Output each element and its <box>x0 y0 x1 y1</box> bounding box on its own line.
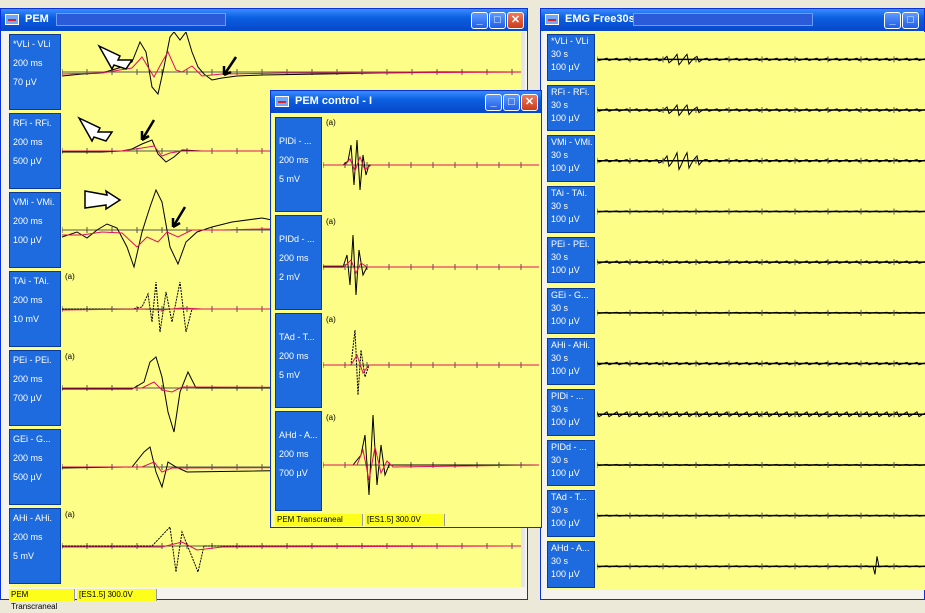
channel-label[interactable]: AHd - A... 200 ms 700 µV <box>275 411 322 511</box>
outline-arrow-icon <box>77 44 134 211</box>
emg-trace <box>597 150 925 172</box>
emg-trace <box>597 103 925 117</box>
control-titlebar[interactable]: PEM control - I _ □ ✕ <box>271 91 541 113</box>
emg-trace <box>597 53 925 66</box>
channel-label[interactable]: AHi - AHi. 30 s 100 µV <box>547 338 595 385</box>
emg-trace <box>597 311 925 314</box>
maximize-button[interactable]: □ <box>902 12 919 29</box>
maximize-button[interactable]: □ <box>489 12 506 29</box>
control-trace-panel: PIDi - ... 200 ms 5 mV PIDd - ... 200 ms 2 m… <box>275 115 539 513</box>
channel-tag: (a) <box>326 217 336 226</box>
channel-label[interactable]: PEi - PEi. 30 s 100 µV <box>547 236 595 284</box>
channel-label[interactable]: TAi - TAi. 200 ms 10 mV <box>9 271 61 347</box>
channel-tag: (a) <box>65 272 75 281</box>
close-icon: ✕ <box>524 96 535 108</box>
channel-label[interactable]: PIDi - ... 200 ms 5 mV <box>275 117 322 212</box>
channel-label[interactable]: VMi - VMi. 30 s 100 µV <box>547 135 595 183</box>
pem-channel-labels: *VLi - VLi 200 ms 70 µV RFi - RFi. 200 ms 50… <box>9 32 62 587</box>
channel-tag: (a) <box>65 352 75 361</box>
channel-label[interactable]: AHi - AHi. 200 ms 5 mV <box>9 508 61 584</box>
pem-control-window: PEM control - I _ □ ✕ PIDi - ... 200 ms 5 … <box>270 90 542 528</box>
channel-label[interactable]: GEi - G... 30 s 100 µV <box>547 287 595 335</box>
emg-trace <box>597 556 925 575</box>
pem-titlebar[interactable]: PEM _ □ ✕ <box>1 9 527 31</box>
channel-tag: (a) <box>326 315 336 324</box>
emg-trace <box>597 463 925 467</box>
app-icon <box>5 14 19 25</box>
emg-trace <box>597 361 925 366</box>
minimize-icon: _ <box>490 96 497 108</box>
status-protocol: PEM Transcraneal <box>9 589 75 611</box>
channel-label[interactable]: PIDi - ... 30 s 100 µV <box>547 388 595 436</box>
close-button[interactable]: ✕ <box>521 94 538 111</box>
channel-label[interactable]: TAd - T... 200 ms 5 mV <box>275 313 322 408</box>
minimize-icon: _ <box>889 14 896 26</box>
app-icon <box>545 14 559 25</box>
channel-label[interactable]: *VLi - VLi 30 s 100 µV <box>547 34 595 81</box>
channel-label[interactable]: *VLi - VLi 200 ms 70 µV <box>9 34 61 110</box>
emg-trace <box>597 260 925 264</box>
channel-label[interactable]: RFi - RFi. 200 ms 500 µV <box>9 113 61 189</box>
maximize-icon: □ <box>508 96 515 108</box>
maximize-icon: □ <box>907 14 914 26</box>
minimize-icon: _ <box>476 14 483 26</box>
maximize-button[interactable]: □ <box>503 94 520 111</box>
channel-label[interactable]: TAi - TAi. 30 s 100 µV <box>547 186 595 233</box>
channel-tag: (a) <box>326 118 336 127</box>
status-stimulus: [ES1.5] 300.0V <box>77 589 157 601</box>
channel-label[interactable]: PIDd - ... 30 s 100 µV <box>547 439 595 487</box>
emg-trace <box>597 210 925 213</box>
channel-tag: (a) <box>326 413 336 422</box>
close-button[interactable]: ✕ <box>507 12 524 29</box>
status-stimulus: [ES1.5] 300.0V <box>365 514 445 526</box>
maximize-icon: □ <box>494 14 501 26</box>
minimize-button[interactable]: _ <box>485 94 502 111</box>
emg-trace <box>597 514 925 517</box>
pem-status-bar: PEM Transcraneal [ES1.5] 300.0V <box>9 589 529 611</box>
app-icon <box>275 96 289 107</box>
channel-label[interactable]: VMi - VMi. 200 ms 100 µV <box>9 192 61 268</box>
emg-traces <box>597 53 925 575</box>
channel-label[interactable]: PEi - PEi. 200 ms 700 µV <box>9 350 61 426</box>
channel-label[interactable]: AHd - A... 30 s 100 µV <box>547 541 595 588</box>
control-status-bar: PEM Transcraneal [ES1.5] 300.0V <box>275 514 539 526</box>
channel-label[interactable]: RFi - RFi. 30 s 100 µV <box>547 84 595 132</box>
control-window-title: PEM control - I <box>295 95 372 107</box>
title-progress-bar <box>56 13 226 26</box>
minimize-button[interactable]: _ <box>884 12 901 29</box>
minimize-button[interactable]: _ <box>471 12 488 29</box>
status-protocol: PEM Transcraneal <box>275 514 363 526</box>
title-progress-bar <box>633 13 813 26</box>
emg-trace-panel: *VLi - VLi 30 s 100 µV RFi - RFi. 30 s 100 µV… <box>547 32 925 590</box>
emg-titlebar[interactable]: EMG Free30s _ □ <box>541 9 924 31</box>
emg-channel-labels: *VLi - VLi 30 s 100 µV RFi - RFi. 30 s 100 µV… <box>547 32 597 590</box>
channel-label[interactable]: TAd - T... 30 s 100 µV <box>547 490 595 537</box>
emg-trace <box>597 411 925 418</box>
control-channel-labels: PIDi - ... 200 ms 5 mV PIDd - ... 200 ms 2 m… <box>275 115 323 513</box>
close-icon: ✕ <box>510 14 521 26</box>
emg-window: EMG Free30s _ □ *VLi - VLi 30 s 100 µV RFi … <box>540 8 925 600</box>
channel-tag: (a) <box>65 510 75 519</box>
emg-window-title: EMG Free30s <box>565 13 635 25</box>
arrow-icon <box>140 56 238 229</box>
control-traces <box>323 139 539 496</box>
channel-label[interactable]: GEi - G... 200 ms 500 µV <box>9 429 61 505</box>
pem-window-title: PEM <box>25 13 49 25</box>
channel-label[interactable]: PIDd - ... 200 ms 2 mV <box>275 215 322 310</box>
